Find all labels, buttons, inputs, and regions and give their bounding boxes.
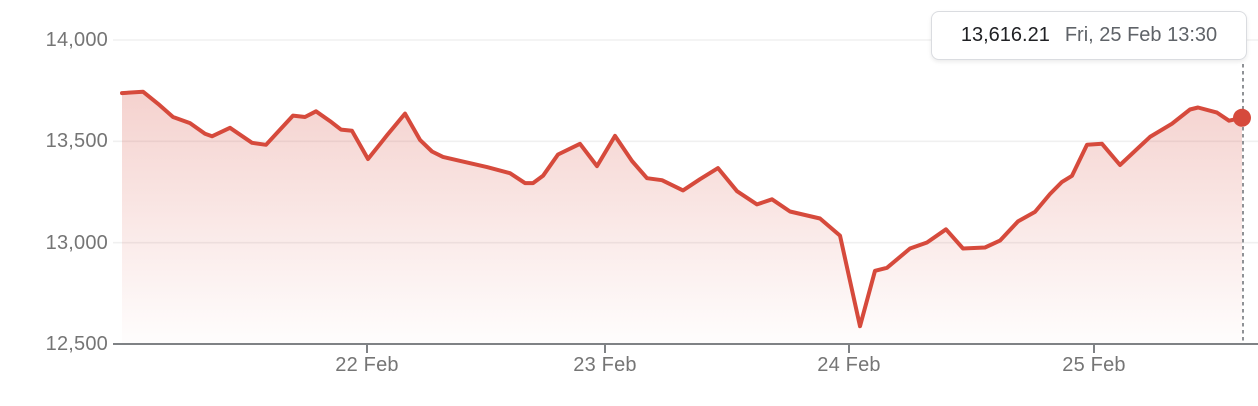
y-axis-label: 13,500 bbox=[45, 130, 108, 153]
y-axis-label: 14,000 bbox=[45, 29, 108, 51]
series-area-fill bbox=[122, 91, 1242, 343]
x-axis-label: 24 Feb bbox=[817, 354, 881, 376]
x-axis-label: 23 Feb bbox=[573, 354, 637, 376]
y-axis-label: 13,000 bbox=[45, 231, 108, 254]
current-price-marker bbox=[1233, 108, 1251, 127]
tooltip-price: 13,616.21 bbox=[960, 24, 1050, 46]
tooltip-timestamp: Fri, 25 Feb 13:30 bbox=[1064, 24, 1218, 46]
y-axis-label: 12,500 bbox=[45, 333, 108, 355]
x-axis-label: 25 Feb bbox=[1062, 354, 1126, 376]
x-axis-label: 22 Feb bbox=[335, 354, 399, 376]
price-tooltip: 13,616.21 Fri, 25 Feb 13:30 bbox=[931, 11, 1247, 60]
series-line bbox=[120, 89, 1244, 329]
